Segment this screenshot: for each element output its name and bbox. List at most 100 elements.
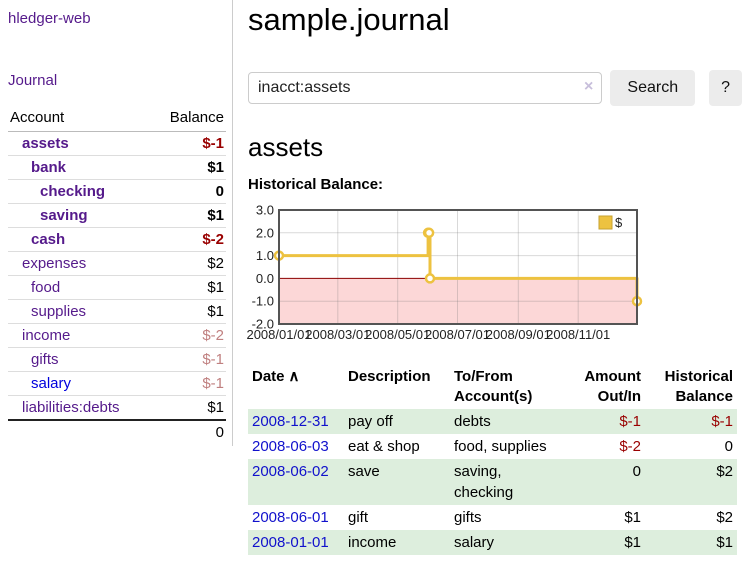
account-link[interactable]: liabilities:debts: [22, 399, 120, 416]
account-balance: $2: [151, 251, 226, 276]
register-column-header[interactable]: Date ∧: [252, 368, 300, 385]
account-row: cash $-2: [8, 227, 226, 252]
account-row: food $1: [8, 275, 226, 300]
account-balance: $-2: [151, 323, 226, 348]
register-balance: 0: [724, 438, 733, 455]
account-balance: $1: [151, 299, 226, 324]
register-column-header: To/From Account(s): [454, 368, 533, 405]
account-row: liabilities:debts $1: [8, 395, 226, 421]
register-date-link[interactable]: 2008-06-01: [252, 509, 329, 526]
register-accounts: saving, checking: [454, 463, 514, 501]
register-description: save: [348, 463, 380, 480]
chart-negative-region: [279, 278, 637, 324]
register-row: 2008-06-01 gift gifts $1 $2: [248, 505, 737, 530]
register-description: pay off: [348, 413, 393, 430]
account-link[interactable]: expenses: [22, 255, 87, 272]
chart-canvas: $3.0 2.0 1.0 0.0 -1.0 -2.02008/01/012008/03/0…: [246, 203, 643, 342]
account-row: income $-2: [8, 323, 226, 348]
register-balance: $-1: [711, 413, 733, 430]
account-balance: $1: [151, 203, 226, 228]
account-balance: $-1: [151, 131, 226, 156]
chart-data-point: [424, 273, 436, 284]
svg-text:2008/01/01: 2008/01/01: [246, 327, 311, 342]
account-row: expenses $2: [8, 251, 226, 276]
register-description: income: [348, 534, 397, 551]
register-accounts: food, supplies: [454, 438, 547, 455]
total-balance: 0: [151, 419, 226, 444]
account-balance: 0: [151, 179, 226, 204]
account-balance: $-1: [151, 347, 226, 372]
register-row: 2008-06-03 eat & shop food, supplies $-2 0: [248, 434, 737, 459]
register-row: 2008-01-01 income salary $1 $1: [248, 530, 737, 555]
svg-text:2008/05/01: 2008/05/01: [365, 327, 430, 342]
register-header-row: Date ∧ Description To/From Account(s) Amount…: [248, 365, 737, 409]
register-date-link[interactable]: 2008-06-03: [252, 438, 329, 455]
sort-ascending-icon[interactable]: ∧: [288, 368, 300, 385]
account-table-header-row: Account Balance: [8, 105, 226, 132]
search-button[interactable]: Search: [610, 70, 696, 106]
account-link[interactable]: food: [31, 279, 61, 296]
chart-border: [278, 209, 638, 325]
account-link[interactable]: assets: [22, 135, 69, 152]
account-row: supplies $1: [8, 299, 226, 324]
page-title: sample.journal: [248, 2, 450, 37]
register-description: eat & shop: [348, 438, 420, 455]
register-date-link[interactable]: 2008-01-01: [252, 534, 329, 551]
register-accounts: salary: [454, 534, 495, 551]
account-link[interactable]: cash: [31, 231, 66, 248]
register-row: 2008-06-02 save saving, checking 0 $2: [248, 459, 737, 505]
account-link[interactable]: income: [22, 327, 71, 344]
search-form: × Search ?: [248, 70, 742, 106]
register-amount: $-1: [619, 413, 641, 430]
svg-text:0.0: 0.0: [256, 271, 274, 286]
account-column-header: Account: [8, 105, 152, 132]
account-row: checking 0: [8, 179, 226, 204]
account-link[interactable]: saving: [40, 207, 88, 224]
chart-data-point: [423, 227, 435, 239]
account-balance: $1: [151, 275, 226, 300]
account-balance: $-1: [151, 371, 226, 396]
brand-link[interactable]: hledger-web: [8, 10, 91, 27]
account-link[interactable]: checking: [40, 183, 106, 200]
register-date-link[interactable]: 2008-06-02: [252, 463, 329, 480]
sidebar-item-journal[interactable]: Journal: [8, 72, 58, 89]
register-column-header: Description: [348, 368, 431, 385]
account-row: saving $1: [8, 203, 226, 228]
clear-search-icon[interactable]: ×: [584, 78, 594, 95]
register-date-link[interactable]: 2008-12-31: [252, 413, 329, 430]
account-row: gifts $-1: [8, 347, 226, 372]
legend-swatch: [598, 215, 613, 230]
register-column-header: Amount Out/In: [584, 368, 641, 405]
register-amount: $1: [624, 534, 641, 551]
svg-text:-2.0: -2.0: [252, 317, 274, 332]
help-button[interactable]: ?: [709, 70, 742, 106]
svg-text:$: $: [615, 215, 623, 230]
svg-text:3.0: 3.0: [256, 203, 274, 218]
balance-column-header: Balance: [151, 105, 226, 132]
search-input[interactable]: [248, 72, 603, 104]
svg-text:-1.0: -1.0: [252, 294, 274, 309]
register-amount: $1: [624, 509, 641, 526]
svg-text:2008/03/01: 2008/03/01: [305, 327, 370, 342]
app-layout: hledger-web Journal Account Balance asse…: [8, 0, 742, 555]
svg-text:1.0: 1.0: [256, 248, 274, 263]
account-row: assets $-1: [8, 131, 226, 156]
account-balance-table: Account Balance assets $-1 bank $1 checking 0…: [8, 105, 226, 444]
search-input-wrap: ×: [248, 72, 603, 104]
register-row: 2008-12-31 pay off debts $-1 $-1: [248, 409, 737, 434]
svg-text:2.0: 2.0: [256, 225, 274, 240]
chart-title: Historical Balance:: [248, 176, 384, 193]
account-link[interactable]: bank: [31, 159, 67, 176]
register-column-header: Historical Balance: [664, 368, 733, 405]
account-link[interactable]: supplies: [31, 303, 87, 320]
register-accounts: debts: [454, 413, 491, 430]
svg-text:2008/11/01: 2008/11/01: [546, 327, 610, 342]
account-link[interactable]: salary: [31, 375, 72, 392]
svg-text:2008/09/01: 2008/09/01: [486, 327, 551, 342]
register-balance: $1: [716, 534, 733, 551]
register-balance: $2: [716, 509, 733, 526]
register-accounts: gifts: [454, 509, 482, 526]
account-balance: $-2: [151, 227, 226, 252]
svg-text:2008/07/01: 2008/07/01: [425, 327, 490, 342]
account-link[interactable]: gifts: [31, 351, 59, 368]
